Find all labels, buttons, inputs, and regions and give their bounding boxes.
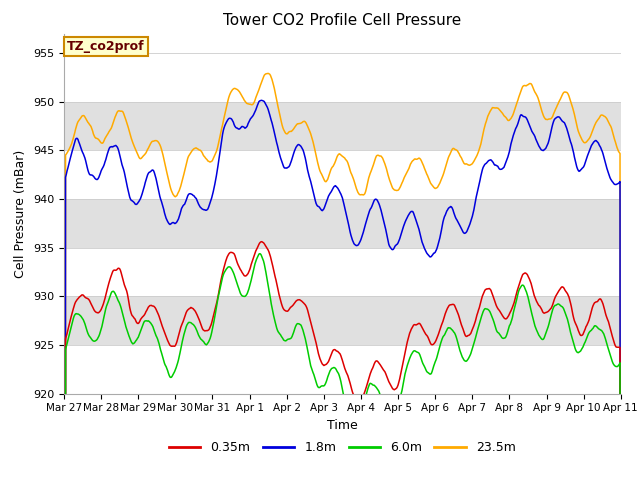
Bar — [64, 102, 621, 150]
Title: Tower CO2 Profile Cell Pressure: Tower CO2 Profile Cell Pressure — [223, 13, 461, 28]
X-axis label: Time: Time — [327, 419, 358, 432]
Legend: 0.35m, 1.8m, 6.0m, 23.5m: 0.35m, 1.8m, 6.0m, 23.5m — [164, 436, 520, 459]
Y-axis label: Cell Pressure (mBar): Cell Pressure (mBar) — [15, 149, 28, 278]
Bar — [64, 296, 621, 345]
Text: TZ_co2prof: TZ_co2prof — [67, 40, 145, 53]
Bar — [64, 199, 621, 248]
